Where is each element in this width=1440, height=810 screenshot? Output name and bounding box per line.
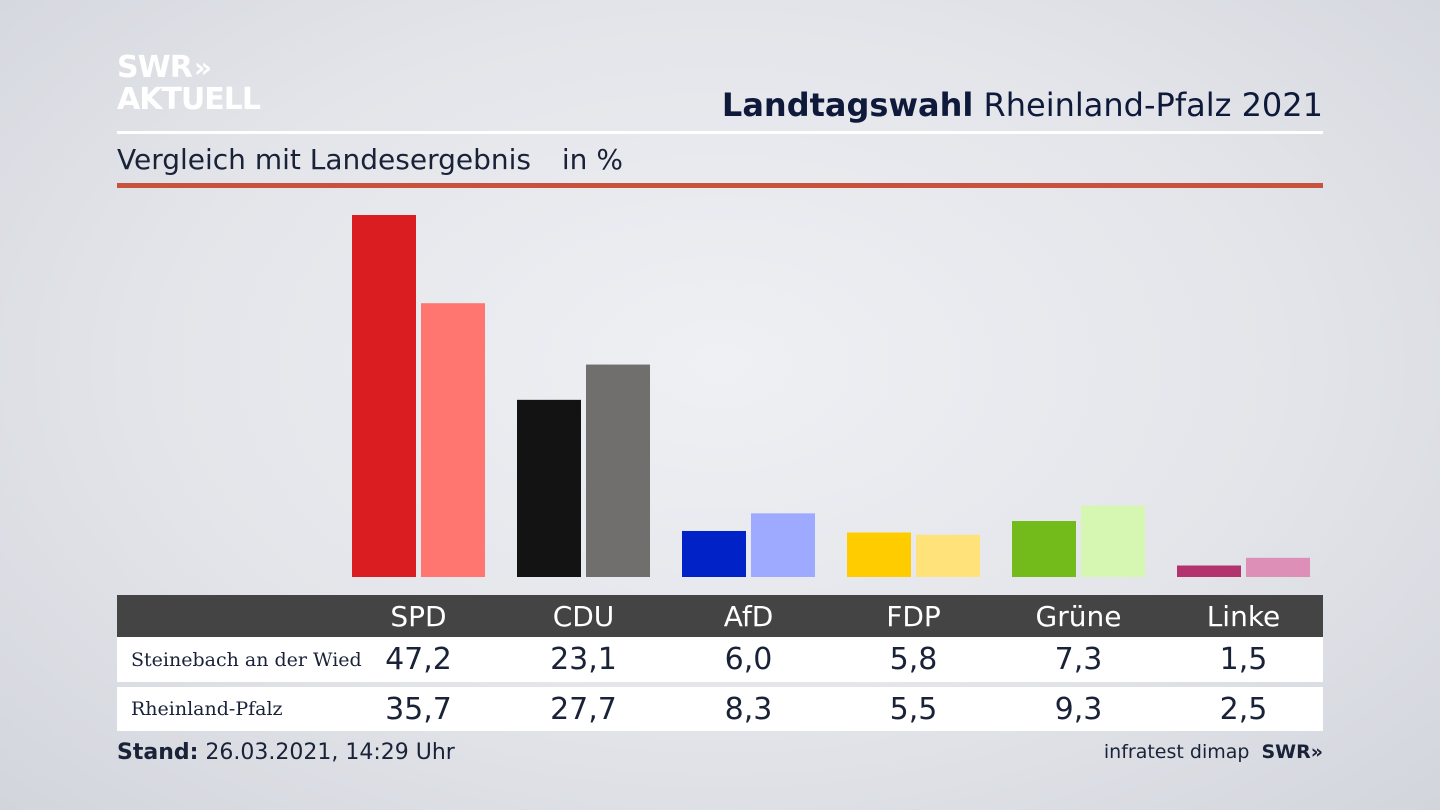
subtitle-text: Vergleich mit Landesergebnis bbox=[117, 143, 531, 176]
table-cell: 5,8 bbox=[889, 642, 938, 677]
table-cell: 23,1 bbox=[550, 642, 617, 677]
column-header: AfD bbox=[723, 599, 774, 633]
bar-grne-local bbox=[1012, 521, 1076, 577]
table-row: Steinebach an der Wied 47,2 23,1 6,0 5,8 7,3… bbox=[117, 637, 1323, 682]
bar-spd-state bbox=[421, 303, 485, 577]
logo-swr-text: SWR bbox=[117, 50, 193, 85]
results-table: SPD CDU AfD FDP Grüne Linke Steinebach an der… bbox=[117, 595, 1323, 731]
table-header-row: SPD CDU AfD FDP Grüne Linke bbox=[117, 595, 1323, 637]
column-header: CDU bbox=[552, 599, 615, 633]
source-brand: SWR» bbox=[1261, 741, 1323, 763]
bar-chart bbox=[352, 215, 1310, 577]
bar-linke-local bbox=[1177, 565, 1241, 577]
table-cell: 8,3 bbox=[724, 691, 773, 727]
swr-aktuell-logo: SWR » AKTUELL bbox=[117, 52, 261, 117]
bar-linke-state bbox=[1246, 557, 1310, 577]
bar-spd-local bbox=[352, 215, 416, 577]
bar-afd-state bbox=[751, 513, 815, 577]
table-cell: 27,7 bbox=[550, 691, 617, 727]
row-label: Rheinland-Pfalz bbox=[131, 698, 283, 720]
title-bold: Landtagswahl bbox=[721, 86, 974, 124]
timestamp: Stand: 26.03.2021, 14:29 Uhr bbox=[117, 740, 455, 765]
source-text: infratest dimap bbox=[1103, 741, 1250, 763]
column-header: SPD bbox=[390, 599, 447, 633]
accent-divider bbox=[117, 183, 1323, 188]
chart-subtitle: Vergleich mit Landesergebnis in % bbox=[117, 143, 623, 176]
row-label: Steinebach an der Wied bbox=[131, 648, 362, 671]
bar-cdu-local bbox=[517, 399, 581, 577]
bar-fdp-state bbox=[916, 534, 980, 577]
page-title: Landtagswahl Rheinland-Pfalz 2021 bbox=[722, 86, 1323, 124]
source-credit: infratest dimap SWR» bbox=[1104, 741, 1323, 763]
table-cell: 6,0 bbox=[724, 642, 773, 677]
logo-line-2: AKTUELL bbox=[117, 82, 261, 117]
table-cell: 9,3 bbox=[1054, 691, 1103, 727]
source-brand-text: SWR bbox=[1261, 741, 1311, 763]
title-rest: Rheinland-Pfalz 2021 bbox=[983, 86, 1323, 124]
bar-fdp-local bbox=[847, 532, 911, 577]
table-cell: 7,3 bbox=[1054, 642, 1103, 677]
table-cell: 47,2 bbox=[385, 642, 452, 677]
source-chevron-icon: » bbox=[1310, 741, 1323, 763]
table-cell: 5,5 bbox=[889, 691, 938, 727]
timestamp-value: 26.03.2021, 14:29 Uhr bbox=[205, 740, 455, 765]
header-divider bbox=[117, 131, 1323, 134]
logo-line-1: SWR » bbox=[117, 52, 260, 84]
bar-afd-local bbox=[682, 530, 746, 577]
bar-cdu-state bbox=[586, 364, 650, 577]
table-cell: 2,5 bbox=[1219, 691, 1268, 727]
column-header: Grüne bbox=[1035, 599, 1122, 633]
bar-grne-state bbox=[1081, 505, 1145, 577]
timestamp-label: Stand: bbox=[117, 740, 199, 765]
column-header: FDP bbox=[886, 599, 941, 633]
table-cell: 35,7 bbox=[385, 691, 452, 727]
column-header: Linke bbox=[1206, 599, 1281, 633]
subtitle-unit: in % bbox=[561, 143, 623, 176]
table-row: Rheinland-Pfalz 35,7 27,7 8,3 5,5 9,3 2,5 bbox=[117, 687, 1323, 731]
table-cell: 1,5 bbox=[1219, 642, 1268, 677]
